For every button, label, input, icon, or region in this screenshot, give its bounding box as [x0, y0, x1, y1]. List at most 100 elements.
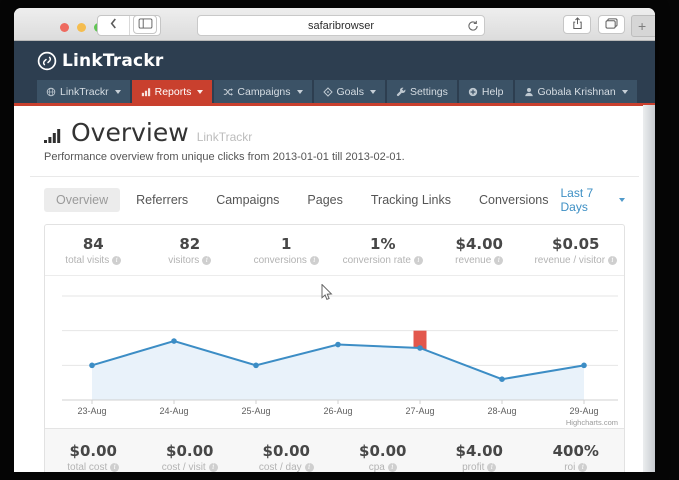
stat-label-text: revenue — [455, 255, 491, 266]
data-point[interactable] — [171, 338, 177, 344]
tabs-overview-button[interactable] — [598, 15, 625, 34]
stat-value: 400% — [528, 442, 625, 460]
info-icon[interactable]: i — [305, 463, 314, 472]
plus-icon: + — [638, 18, 646, 34]
share-button[interactable] — [563, 15, 591, 34]
stat-value: $0.00 — [142, 442, 239, 460]
target-icon — [323, 87, 333, 97]
stat-label: revenuei — [431, 255, 528, 266]
stat-total-cost: $0.00 total costi — [45, 442, 142, 473]
date-range-dropdown[interactable]: Last 7 Days — [560, 186, 625, 214]
tab-campaigns[interactable]: Campaigns — [204, 188, 291, 212]
stat-label: cpai — [335, 462, 432, 473]
tab-conversions[interactable]: Conversions — [467, 188, 560, 212]
info-icon[interactable]: i — [310, 256, 319, 265]
nav-item-settings[interactable]: Settings — [387, 80, 457, 103]
stats-row-bottom: $0.00total costi$0.00cost / visiti$0.00c… — [45, 428, 624, 472]
chart-credits[interactable]: Highcharts.com — [566, 418, 618, 427]
data-point[interactable] — [581, 363, 587, 369]
caret-down-icon — [619, 198, 625, 202]
bar-chart-icon — [141, 87, 151, 97]
main-nav: LinkTrackrReports Campaigns Goals Settings H… — [14, 80, 655, 103]
stat-label: conversion ratei — [335, 255, 432, 266]
refresh-icon[interactable] — [467, 19, 479, 37]
nav-item-linktrackr[interactable]: LinkTrackr — [37, 80, 130, 103]
scrollbar-gutter[interactable] — [643, 105, 655, 472]
date-range-label: Last 7 Days — [560, 186, 614, 214]
info-icon[interactable]: i — [494, 256, 503, 265]
user-menu[interactable]: Gobala Krishnan — [515, 80, 637, 103]
stat-label-text: total cost — [67, 462, 107, 473]
stat-value: 1 — [238, 235, 335, 253]
page-title: Overview — [71, 118, 189, 147]
new-tab-button[interactable]: + — [631, 15, 655, 37]
minimize-button[interactable] — [77, 23, 86, 32]
sidebar-icon — [138, 17, 153, 32]
info-icon[interactable]: i — [110, 463, 119, 472]
logo-text[interactable]: LinkTrackr — [62, 51, 163, 71]
close-button[interactable] — [60, 23, 69, 32]
app-masthead: LinkTrackr LinkTrackrReportsCampaignsGoa… — [14, 41, 655, 103]
stat-visitors: 82 visitorsi — [142, 235, 239, 266]
stat-label-text: conversion rate — [343, 255, 411, 266]
stat-label: total visitsi — [45, 255, 142, 266]
stat-revenue: $4.00 revenuei — [431, 235, 528, 266]
area-fill — [92, 341, 584, 400]
stat-value: $0.00 — [335, 442, 432, 460]
caret-down-icon — [622, 90, 628, 94]
nav-item-label: Settings — [410, 86, 448, 98]
user-icon — [524, 87, 534, 97]
caret-down-icon — [115, 90, 121, 94]
data-point[interactable] — [253, 363, 259, 369]
nav-item-goals[interactable]: Goals — [314, 80, 385, 103]
plus-circle-icon — [468, 87, 478, 97]
stat-label-text: total visits — [65, 255, 109, 266]
info-icon[interactable]: i — [578, 463, 587, 472]
info-icon[interactable]: i — [112, 256, 121, 265]
stat-cpa: $0.00 cpai — [335, 442, 432, 473]
url-text: safaribrowser — [198, 20, 484, 32]
info-icon[interactable]: i — [209, 463, 218, 472]
caret-down-icon — [197, 90, 203, 94]
info-icon[interactable]: i — [388, 463, 397, 472]
caret-down-icon — [370, 90, 376, 94]
nav-item-reports[interactable]: Reports — [132, 80, 213, 103]
signal-bars-icon — [44, 128, 63, 143]
stat-label-text: visitors — [168, 255, 199, 266]
tab-referrers[interactable]: Referrers — [124, 188, 200, 212]
stat-cost-day: $0.00 cost / dayi — [238, 442, 335, 473]
stat-value: 82 — [142, 235, 239, 253]
globe-icon — [46, 87, 56, 97]
stat-value: 84 — [45, 235, 142, 253]
tab-tracking-links[interactable]: Tracking Links — [359, 188, 463, 212]
back-button[interactable] — [98, 16, 129, 35]
tab-pages[interactable]: Pages — [295, 188, 354, 212]
visits-chart[interactable]: 23-Aug24-Aug25-Aug26-Aug27-Aug28-Aug29-A… — [45, 276, 624, 428]
stat-label: cost / dayi — [238, 462, 335, 473]
heading-divider — [30, 176, 639, 177]
stat-value: $0.00 — [238, 442, 335, 460]
page-subtitle: Performance overview from unique clicks … — [44, 151, 625, 163]
stats-panel: 84total visitsi82visitorsi1conversionsi1… — [44, 224, 625, 472]
nav-item-label: Campaigns — [237, 86, 290, 98]
info-icon[interactable]: i — [487, 463, 496, 472]
nav-item-label: Help — [482, 86, 504, 98]
nav-item-help[interactable]: Help — [459, 80, 513, 103]
data-point[interactable] — [417, 345, 423, 351]
info-icon[interactable]: i — [414, 256, 423, 265]
stat-label: revenue / visitori — [528, 255, 625, 266]
stat-label-text: cpa — [369, 462, 385, 473]
sidebar-button[interactable] — [133, 15, 157, 34]
data-point[interactable] — [499, 376, 505, 382]
safari-window: safaribrowser + LinkTrackr LinkTrackr — [14, 8, 655, 472]
data-point[interactable] — [89, 363, 95, 369]
info-icon[interactable]: i — [608, 256, 617, 265]
stat-value: $0.00 — [45, 442, 142, 460]
info-icon[interactable]: i — [202, 256, 211, 265]
data-point[interactable] — [335, 342, 341, 348]
stat-profit: $4.00profiti — [431, 442, 528, 473]
tab-overview[interactable]: Overview — [44, 188, 120, 212]
address-bar[interactable]: safaribrowser — [197, 15, 485, 36]
nav-item-campaigns[interactable]: Campaigns — [214, 80, 311, 103]
stat-value: $4.00 — [431, 235, 528, 253]
